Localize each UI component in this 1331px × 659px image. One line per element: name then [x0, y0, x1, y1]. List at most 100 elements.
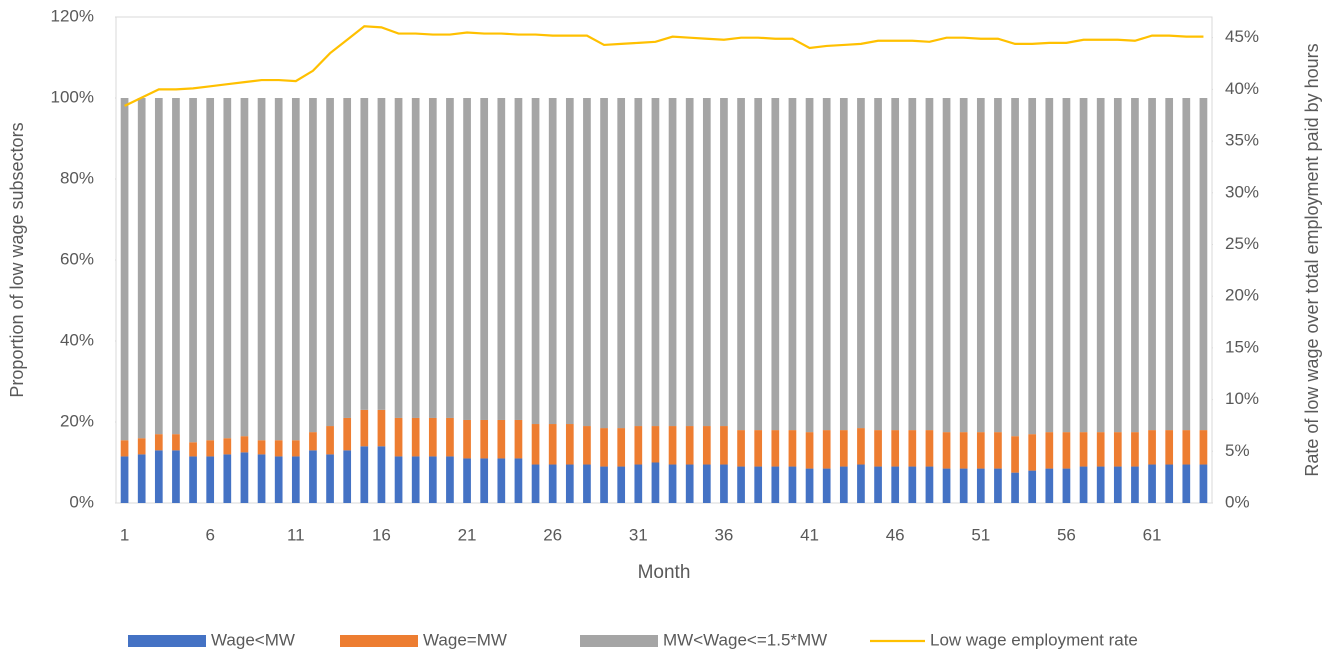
bar-segment [1113, 98, 1122, 433]
bar-segment [1045, 468, 1054, 503]
bar-segment [257, 440, 266, 455]
bar-segment [240, 452, 249, 503]
bar-segment [1062, 98, 1071, 433]
bar-segment [394, 98, 403, 418]
bar-segment [565, 464, 574, 503]
bar-segment [1199, 430, 1208, 465]
bar-segment [411, 98, 420, 418]
bar-segment [1011, 98, 1019, 437]
y2-tick-label: 40% [1225, 79, 1259, 98]
bar-segment [822, 430, 831, 469]
bar-segment [446, 98, 454, 418]
bar-segment [1113, 466, 1122, 503]
bar-segment [120, 440, 129, 457]
bar-segment [1045, 98, 1054, 433]
x-tick-label: 26 [543, 525, 562, 544]
bar-segment [428, 456, 437, 503]
bar-segment [497, 419, 506, 459]
bar-segment [531, 98, 540, 425]
bar-segment [891, 98, 900, 431]
bar-segment [172, 450, 180, 503]
bar-segment [720, 464, 728, 503]
bar-segment [839, 430, 848, 467]
bar-segment [651, 462, 660, 503]
bar-segment [617, 98, 626, 429]
bar-segment [942, 468, 951, 503]
bar-segment [805, 468, 814, 503]
bar-segment [942, 98, 951, 433]
bar-segment [189, 442, 197, 457]
y2-tick-label: 20% [1225, 286, 1259, 305]
bar-segment [257, 454, 266, 503]
bar-segment [583, 426, 591, 465]
y2-axis-title: Rate of low wage over total employment p… [1302, 43, 1322, 476]
x-tick-label: 11 [287, 525, 305, 544]
bar-segment [480, 419, 489, 459]
bar-segment [857, 98, 865, 429]
bar-segment [120, 98, 129, 441]
bar-segment [343, 417, 352, 451]
bar-segment [874, 466, 882, 503]
bar-segment [411, 417, 420, 457]
bar-segment [394, 417, 403, 457]
bar-segment [891, 466, 900, 503]
bar-segment [531, 464, 540, 503]
bar-segment [377, 98, 386, 410]
y2-tick-label: 5% [1225, 441, 1250, 460]
bar-segment [1096, 466, 1105, 503]
bar-segment [291, 456, 300, 503]
bar-segment [583, 464, 591, 503]
legend-label: Wage=MW [423, 630, 507, 649]
bar-segment [343, 98, 352, 418]
bar-segment [497, 458, 506, 503]
bar-segment [206, 98, 215, 441]
bar-segment [685, 464, 694, 503]
bar-segment [1148, 464, 1156, 503]
bar-segment [1079, 98, 1088, 433]
y-tick-label: 80% [60, 168, 94, 187]
x-tick-label: 16 [372, 525, 391, 544]
bar-segment [1131, 466, 1139, 503]
bar-segment [1131, 432, 1139, 467]
bar-segment [377, 446, 386, 503]
bar-segment [548, 98, 557, 425]
bar-segment [1045, 432, 1054, 469]
bar-segment [617, 428, 626, 467]
y-tick-label: 20% [60, 411, 94, 430]
bar-segment [600, 428, 608, 467]
bar-segment [446, 417, 454, 457]
x-tick-label: 36 [714, 525, 733, 544]
bar-segment [1062, 468, 1071, 503]
bar-segment [309, 98, 317, 433]
bar-segment [668, 98, 677, 427]
bar-segment [685, 98, 694, 427]
y-tick-label: 120% [51, 6, 94, 25]
bar-segment [959, 432, 968, 469]
bar-segment [805, 98, 814, 433]
bar-segment [257, 98, 266, 441]
bar-segment [172, 434, 180, 451]
bar-segment [788, 98, 797, 431]
bar-segment [874, 98, 882, 431]
bar-segment [771, 430, 780, 467]
bar-segment [634, 98, 643, 427]
bar-segment [634, 464, 643, 503]
bar-segment [702, 464, 711, 503]
bar-segment [377, 409, 386, 447]
bar-segment [548, 424, 557, 465]
bar-segment [994, 432, 1002, 469]
bar-segment [137, 454, 146, 503]
bar-segment [291, 98, 300, 441]
x-tick-label: 31 [629, 525, 648, 544]
bar-segment [343, 450, 352, 503]
bar-segment [480, 98, 489, 420]
bar-segment [788, 430, 797, 467]
bar-segment [857, 428, 865, 465]
bar-segment [137, 98, 146, 439]
bar-segment [788, 466, 797, 503]
bar-segment [1079, 466, 1088, 503]
y-tick-label: 0% [69, 492, 94, 511]
bar-segment [754, 466, 763, 503]
bar-segment [309, 432, 317, 451]
bar-segment [360, 446, 369, 503]
